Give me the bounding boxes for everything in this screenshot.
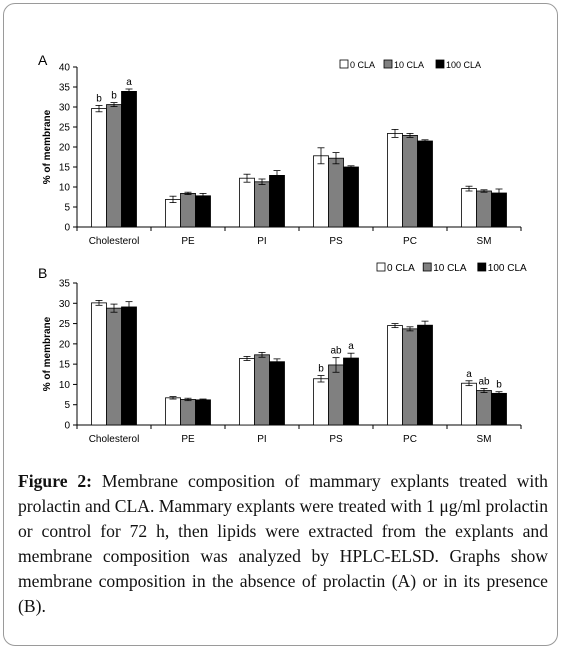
bar [180,399,196,426]
y-tick-label: 35 [59,83,71,94]
bar [387,325,403,426]
bar [476,190,492,228]
x-tick-label: SM [477,236,492,247]
y-tick-label: 30 [59,103,71,114]
y-tick-label: 5 [64,400,70,411]
caption-text: Membrane composition of mammary explants… [18,471,548,616]
bar [402,135,418,228]
bar [313,378,329,426]
y-tick-label: 25 [59,123,71,134]
bar [195,195,211,228]
legend-label: 0 CLA [350,60,375,70]
significance-label: b [496,380,502,391]
bar [402,328,418,426]
chart-panel-a: A 0 5 10 15 20 25 30 35 40 % of membrane Cholestero… [38,52,522,247]
bar [476,390,492,426]
y-tick-label: 15 [59,163,71,174]
legend-swatch [477,262,487,272]
y-tick-label: 30 [59,299,71,310]
x-tick-label: PI [257,236,266,247]
bar [417,140,433,228]
bar [269,361,285,426]
bar [165,397,181,426]
legend-label: 0 CLA [387,263,415,274]
y-tick-label: 0 [64,421,70,432]
x-tick-label: SM [477,434,492,445]
bar [239,358,255,426]
x-tick-label: Cholesterol [89,236,140,247]
bar [387,133,403,228]
bar [269,175,285,228]
y-tick-label: 5 [64,203,70,214]
legend-swatch [383,59,393,69]
significance-label: a [466,369,472,380]
y-tick-label: 10 [59,380,71,391]
bar [165,198,181,228]
legend-label: 10 CLA [433,263,467,274]
bar [239,177,255,228]
y-tick-label: 40 [59,63,71,74]
significance-label: b [318,364,324,375]
legend-label: 100 CLA [446,60,481,70]
legend-label: 10 CLA [394,60,424,70]
x-tick-label: PC [403,434,417,445]
x-tick-label: PS [329,236,343,247]
y-tick-label: 35 [59,279,71,290]
legend-label: 100 CLA [488,263,527,274]
bar [343,357,359,426]
panel-label: B [38,265,47,281]
bar [328,364,344,426]
bar [254,181,270,228]
bar [491,392,507,426]
x-tick-label: PS [329,434,343,445]
bar [91,302,107,426]
x-tick-label: PE [181,236,195,247]
bar [106,307,122,426]
bar [328,157,344,228]
bar [491,192,507,228]
bar [313,155,329,228]
bar [121,91,137,228]
bar [343,166,359,228]
legend-swatch [422,262,432,272]
legend-swatch [376,262,386,272]
y-tick-label: 20 [59,143,71,154]
bar [195,399,211,426]
y-tick-label: 0 [64,223,70,234]
x-tick-label: Cholesterol [89,434,140,445]
figure-caption: Figure 2: Membrane composition of mammar… [18,469,548,619]
legend-swatch [435,59,445,69]
significance-label: ab [478,376,490,387]
significance-label: a [126,77,132,88]
y-tick-label: 20 [59,339,71,350]
caption-label: Figure 2: [18,471,93,491]
bar [91,108,107,228]
y-tick-label: 15 [59,360,71,371]
y-axis-label: % of membrane [42,316,53,391]
legend-swatch [339,59,349,69]
bar [180,192,196,228]
significance-label: a [348,341,354,352]
y-tick-label: 10 [59,183,71,194]
bar [461,382,477,426]
bar [417,324,433,426]
bar [106,104,122,228]
panel-label: A [38,52,48,68]
x-tick-label: PE [181,434,195,445]
significance-label: b [96,93,102,104]
x-tick-label: PI [257,434,266,445]
bar [254,354,270,426]
chart-panel-b: B 0 5 10 15 20 25 30 35 % of membrane Cholesterol P… [38,262,527,445]
bar [461,188,477,228]
significance-label: b [111,91,117,102]
significance-label: ab [330,346,342,357]
x-tick-label: PC [403,236,417,247]
bar [121,306,137,426]
y-tick-label: 25 [59,319,71,330]
y-axis-label: % of membrane [42,109,53,184]
